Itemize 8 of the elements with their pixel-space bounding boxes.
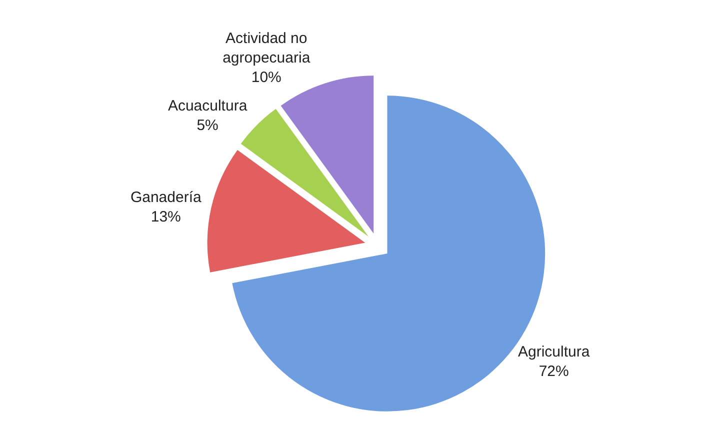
slice-label: Ganadería <box>130 189 202 206</box>
data-label: 13% <box>150 208 181 226</box>
data-label: 72% <box>538 362 569 380</box>
slice-label: Actividad no agropecuaria <box>222 30 311 67</box>
slice-label: Agricultura <box>518 343 590 360</box>
data-label: 5% <box>196 117 218 134</box>
data-label: 10% <box>251 69 282 86</box>
slice-label: Acuacultura <box>168 98 248 115</box>
